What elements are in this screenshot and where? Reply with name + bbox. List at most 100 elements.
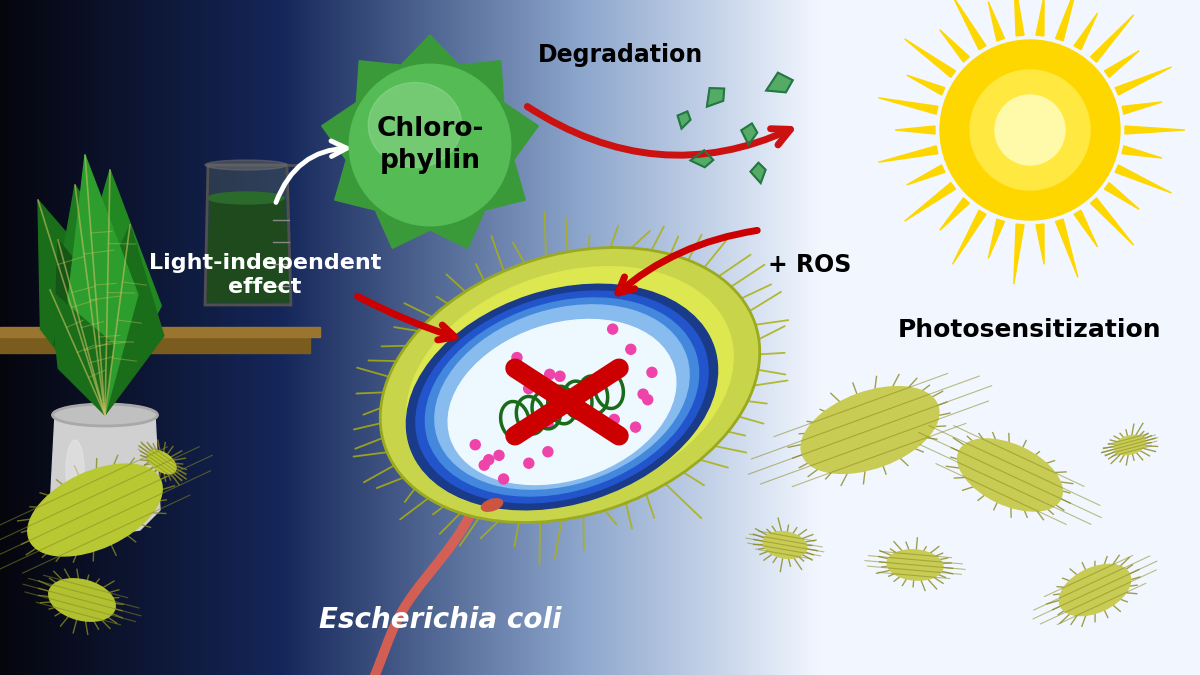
Polygon shape	[766, 73, 793, 92]
Polygon shape	[71, 170, 161, 415]
Bar	[0, 335, 310, 353]
Polygon shape	[1104, 183, 1139, 209]
Text: Photosensitization: Photosensitization	[898, 318, 1162, 342]
Polygon shape	[1104, 51, 1139, 78]
Polygon shape	[1122, 102, 1162, 114]
Polygon shape	[742, 124, 757, 145]
Polygon shape	[678, 111, 690, 129]
Ellipse shape	[349, 64, 511, 225]
Ellipse shape	[887, 550, 943, 580]
Ellipse shape	[434, 305, 689, 489]
Polygon shape	[1126, 126, 1186, 134]
Ellipse shape	[407, 267, 733, 504]
Ellipse shape	[958, 439, 1062, 511]
Polygon shape	[905, 39, 955, 78]
Circle shape	[484, 455, 493, 464]
Ellipse shape	[205, 160, 287, 170]
Ellipse shape	[1115, 435, 1146, 455]
Polygon shape	[38, 200, 126, 415]
Circle shape	[610, 414, 619, 425]
Ellipse shape	[416, 291, 708, 503]
Ellipse shape	[802, 387, 938, 473]
Circle shape	[470, 439, 480, 450]
Polygon shape	[878, 98, 938, 114]
Circle shape	[630, 422, 641, 432]
Polygon shape	[84, 225, 164, 415]
Polygon shape	[1115, 67, 1171, 95]
Text: Degradation: Degradation	[538, 43, 703, 67]
Polygon shape	[208, 200, 289, 302]
Polygon shape	[1122, 146, 1162, 158]
Ellipse shape	[481, 499, 503, 511]
Polygon shape	[1091, 198, 1134, 245]
Circle shape	[940, 40, 1120, 220]
Text: Light-independent
effect: Light-independent effect	[149, 252, 382, 298]
Ellipse shape	[28, 464, 162, 556]
Polygon shape	[690, 151, 713, 167]
Ellipse shape	[66, 440, 84, 500]
Ellipse shape	[1060, 564, 1130, 616]
Ellipse shape	[208, 192, 284, 204]
Ellipse shape	[425, 298, 698, 496]
Ellipse shape	[380, 248, 760, 522]
Polygon shape	[68, 155, 138, 415]
Circle shape	[524, 458, 534, 468]
Ellipse shape	[368, 82, 462, 167]
Polygon shape	[907, 165, 944, 185]
Text: Escherichia coli: Escherichia coli	[319, 606, 562, 634]
Polygon shape	[940, 198, 970, 230]
Circle shape	[479, 460, 490, 470]
Ellipse shape	[763, 532, 806, 558]
Polygon shape	[50, 290, 113, 415]
Circle shape	[498, 474, 509, 484]
Ellipse shape	[448, 319, 676, 485]
Polygon shape	[1074, 211, 1098, 247]
Circle shape	[542, 447, 553, 457]
Polygon shape	[907, 75, 944, 95]
Circle shape	[556, 371, 565, 381]
Bar	[0, 327, 320, 337]
Polygon shape	[940, 30, 970, 62]
Polygon shape	[1056, 219, 1078, 277]
Circle shape	[626, 344, 636, 354]
Circle shape	[606, 373, 616, 383]
Polygon shape	[895, 126, 935, 134]
Polygon shape	[750, 163, 766, 183]
Polygon shape	[905, 183, 955, 221]
Polygon shape	[1056, 0, 1078, 41]
Polygon shape	[1014, 0, 1024, 36]
Polygon shape	[953, 0, 986, 50]
Polygon shape	[52, 185, 151, 415]
Ellipse shape	[407, 284, 718, 510]
Circle shape	[545, 369, 554, 379]
Text: + ROS: + ROS	[768, 253, 852, 277]
Polygon shape	[205, 165, 292, 305]
Text: Chloro-
phyllin: Chloro- phyllin	[377, 117, 484, 173]
Circle shape	[544, 419, 553, 429]
Polygon shape	[322, 35, 539, 248]
Polygon shape	[50, 415, 160, 535]
Polygon shape	[54, 240, 128, 415]
Polygon shape	[707, 88, 725, 107]
Polygon shape	[989, 1, 1004, 41]
Polygon shape	[989, 219, 1004, 259]
Polygon shape	[1115, 165, 1171, 193]
Circle shape	[995, 95, 1066, 165]
Circle shape	[494, 450, 504, 460]
Circle shape	[512, 352, 522, 362]
Polygon shape	[1036, 224, 1044, 264]
Circle shape	[605, 369, 616, 379]
Polygon shape	[1036, 0, 1044, 36]
Circle shape	[638, 389, 648, 399]
Circle shape	[647, 367, 656, 377]
Ellipse shape	[148, 450, 176, 474]
Polygon shape	[1091, 15, 1134, 62]
Circle shape	[607, 324, 618, 334]
Polygon shape	[878, 146, 938, 162]
Circle shape	[546, 408, 556, 418]
Circle shape	[643, 395, 653, 405]
Polygon shape	[1014, 224, 1024, 284]
Circle shape	[523, 383, 534, 394]
Circle shape	[970, 70, 1090, 190]
Ellipse shape	[49, 578, 115, 621]
